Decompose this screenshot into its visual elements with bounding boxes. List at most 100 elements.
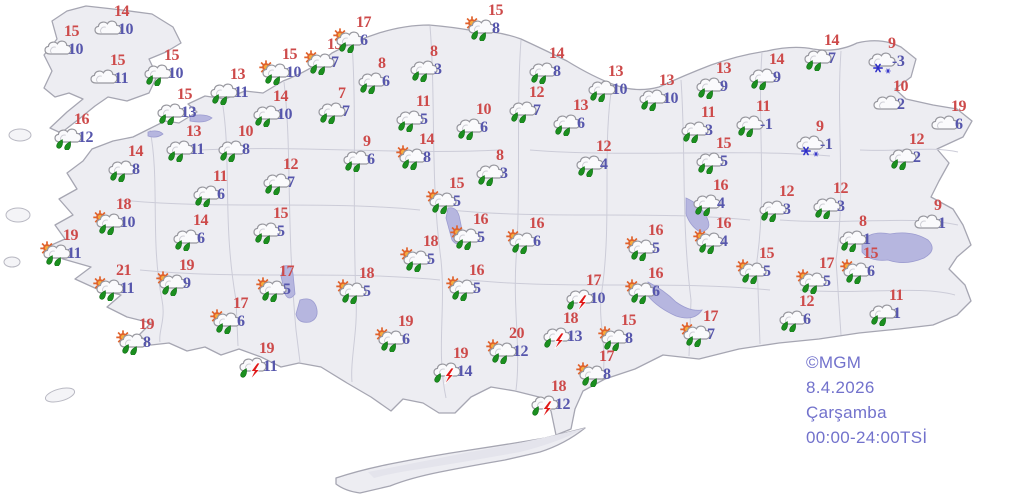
temp-max: 18 bbox=[423, 233, 439, 250]
station-rain: 8 1 bbox=[836, 213, 871, 252]
temp-min: 5 bbox=[473, 280, 481, 297]
temp-max: 9 bbox=[363, 133, 371, 150]
temp-max: 13 bbox=[230, 66, 246, 83]
temp-max: 13 bbox=[608, 63, 624, 80]
temp-max: 18 bbox=[359, 265, 375, 282]
temp-max: 12 bbox=[833, 180, 849, 197]
temp-min: 6 bbox=[217, 186, 225, 203]
temp-min: 3 bbox=[434, 61, 442, 78]
temp-min: 11 bbox=[120, 280, 135, 297]
station-sun-rain: 16 5 bbox=[450, 211, 489, 250]
temp-min: 10 bbox=[68, 41, 84, 58]
temp-max: 8 bbox=[496, 147, 504, 164]
station-rain: 13 6 bbox=[550, 97, 589, 136]
station-rain: 13 11 bbox=[163, 123, 205, 162]
station-rain: 15 13 bbox=[154, 86, 197, 125]
temp-min: 8 bbox=[603, 366, 611, 383]
temp-min: 6 bbox=[402, 331, 410, 348]
temp-min: 10 bbox=[168, 65, 184, 82]
station-sun-rain: 17 8 bbox=[576, 348, 615, 387]
temp-min: 6 bbox=[955, 116, 963, 133]
temp-min: 10 bbox=[590, 290, 606, 307]
station-rain: 11 1 bbox=[866, 287, 904, 326]
temp-min: 13 bbox=[181, 104, 197, 121]
temp-min: 11 bbox=[263, 358, 278, 375]
temp-min: 8 bbox=[242, 141, 250, 158]
temp-max: 16 bbox=[648, 222, 664, 239]
temp-min: 3 bbox=[783, 201, 791, 218]
temp-max: 9 bbox=[888, 35, 896, 52]
station-rain: 12 6 bbox=[776, 293, 815, 332]
temp-min: 9 bbox=[720, 78, 728, 95]
station-storm: 19 11 bbox=[236, 340, 278, 379]
temp-max: 19 bbox=[453, 345, 469, 362]
temp-max: 15 bbox=[110, 52, 126, 69]
temp-max: 18 bbox=[563, 310, 579, 327]
temp-max: 16 bbox=[473, 211, 489, 228]
temp-min: 6 bbox=[480, 119, 488, 136]
station-rain: 10 8 bbox=[215, 123, 254, 162]
forecast-day: Çarşamba bbox=[806, 403, 887, 422]
temp-min: 2 bbox=[913, 149, 921, 166]
temp-max: 20 bbox=[509, 325, 525, 342]
station-rain: 14 8 bbox=[526, 45, 565, 84]
temp-min: 6 bbox=[360, 32, 368, 49]
lake-van bbox=[861, 232, 933, 263]
station-snow: 9 -3 bbox=[865, 35, 905, 74]
station-rain: 14 6 bbox=[170, 212, 209, 251]
station-sun-rain: 19 9 bbox=[156, 257, 195, 296]
station-rain: 8 3 bbox=[407, 43, 442, 82]
temp-min: 7 bbox=[331, 54, 339, 71]
temp-max: 17 bbox=[279, 263, 295, 280]
station-sun-rain: 17 5 bbox=[256, 263, 295, 302]
station-rain: 16 12 bbox=[51, 111, 94, 150]
station-sun-rain: 15 6 bbox=[840, 245, 879, 284]
station-sun-rain: 16 6 bbox=[625, 265, 664, 304]
temp-min: 6 bbox=[237, 313, 245, 330]
temp-max: 17 bbox=[356, 14, 372, 31]
temp-min: 12 bbox=[78, 129, 94, 146]
temp-max: 9 bbox=[934, 197, 942, 214]
station-rain: 10 6 bbox=[453, 101, 492, 140]
temp-max: 19 bbox=[139, 316, 155, 333]
station-rain: 14 9 bbox=[746, 51, 785, 90]
temp-min: 10 bbox=[663, 90, 679, 107]
station-sun-rain: 15 5 bbox=[736, 245, 775, 284]
station-rain: 12 4 bbox=[573, 138, 612, 177]
temp-max: 19 bbox=[398, 313, 414, 330]
station-cloud: 15 10 bbox=[41, 23, 84, 62]
temp-min: 11 bbox=[234, 84, 249, 101]
temp-min: 5 bbox=[652, 240, 660, 257]
station-rain: 13 10 bbox=[636, 72, 679, 111]
temp-max: 17 bbox=[586, 272, 602, 289]
temp-min: 2 bbox=[897, 96, 905, 113]
temp-min: -1 bbox=[760, 116, 773, 133]
temp-max: 11 bbox=[701, 104, 716, 121]
station-rain: 16 4 bbox=[690, 177, 729, 216]
temp-min: 12 bbox=[555, 396, 571, 413]
temp-min: 12 bbox=[513, 343, 529, 360]
temp-max: 15 bbox=[282, 46, 298, 63]
station-rain: 12 7 bbox=[506, 84, 545, 123]
temp-max: 12 bbox=[596, 138, 612, 155]
station-sun-rain: 15 10 bbox=[259, 46, 302, 85]
temp-min: 11 bbox=[190, 141, 205, 158]
station-rain: 7 7 bbox=[315, 85, 350, 124]
temp-min: 14 bbox=[457, 363, 473, 380]
station-sun-rain: 18 5 bbox=[400, 233, 439, 272]
forecast-date: 8.4.2026 bbox=[806, 378, 875, 397]
temp-min: 5 bbox=[420, 111, 428, 128]
lake-ulubat bbox=[147, 130, 164, 138]
temp-min: 8 bbox=[492, 20, 500, 37]
temp-min: 6 bbox=[652, 283, 660, 300]
temp-max: 16 bbox=[74, 111, 90, 128]
station-cloud: 19 6 bbox=[928, 98, 967, 137]
aegean-islands bbox=[3, 128, 76, 403]
station-rain: 9 6 bbox=[340, 133, 375, 172]
temp-min: -1 bbox=[820, 136, 833, 153]
temp-min: 10 bbox=[612, 81, 628, 98]
station-rain: 12 3 bbox=[756, 183, 795, 222]
map-footer: ©MGM 8.4.2026 Çarşamba 00:00-24:00TSİ bbox=[806, 350, 927, 450]
temp-max: 19 bbox=[259, 340, 275, 357]
